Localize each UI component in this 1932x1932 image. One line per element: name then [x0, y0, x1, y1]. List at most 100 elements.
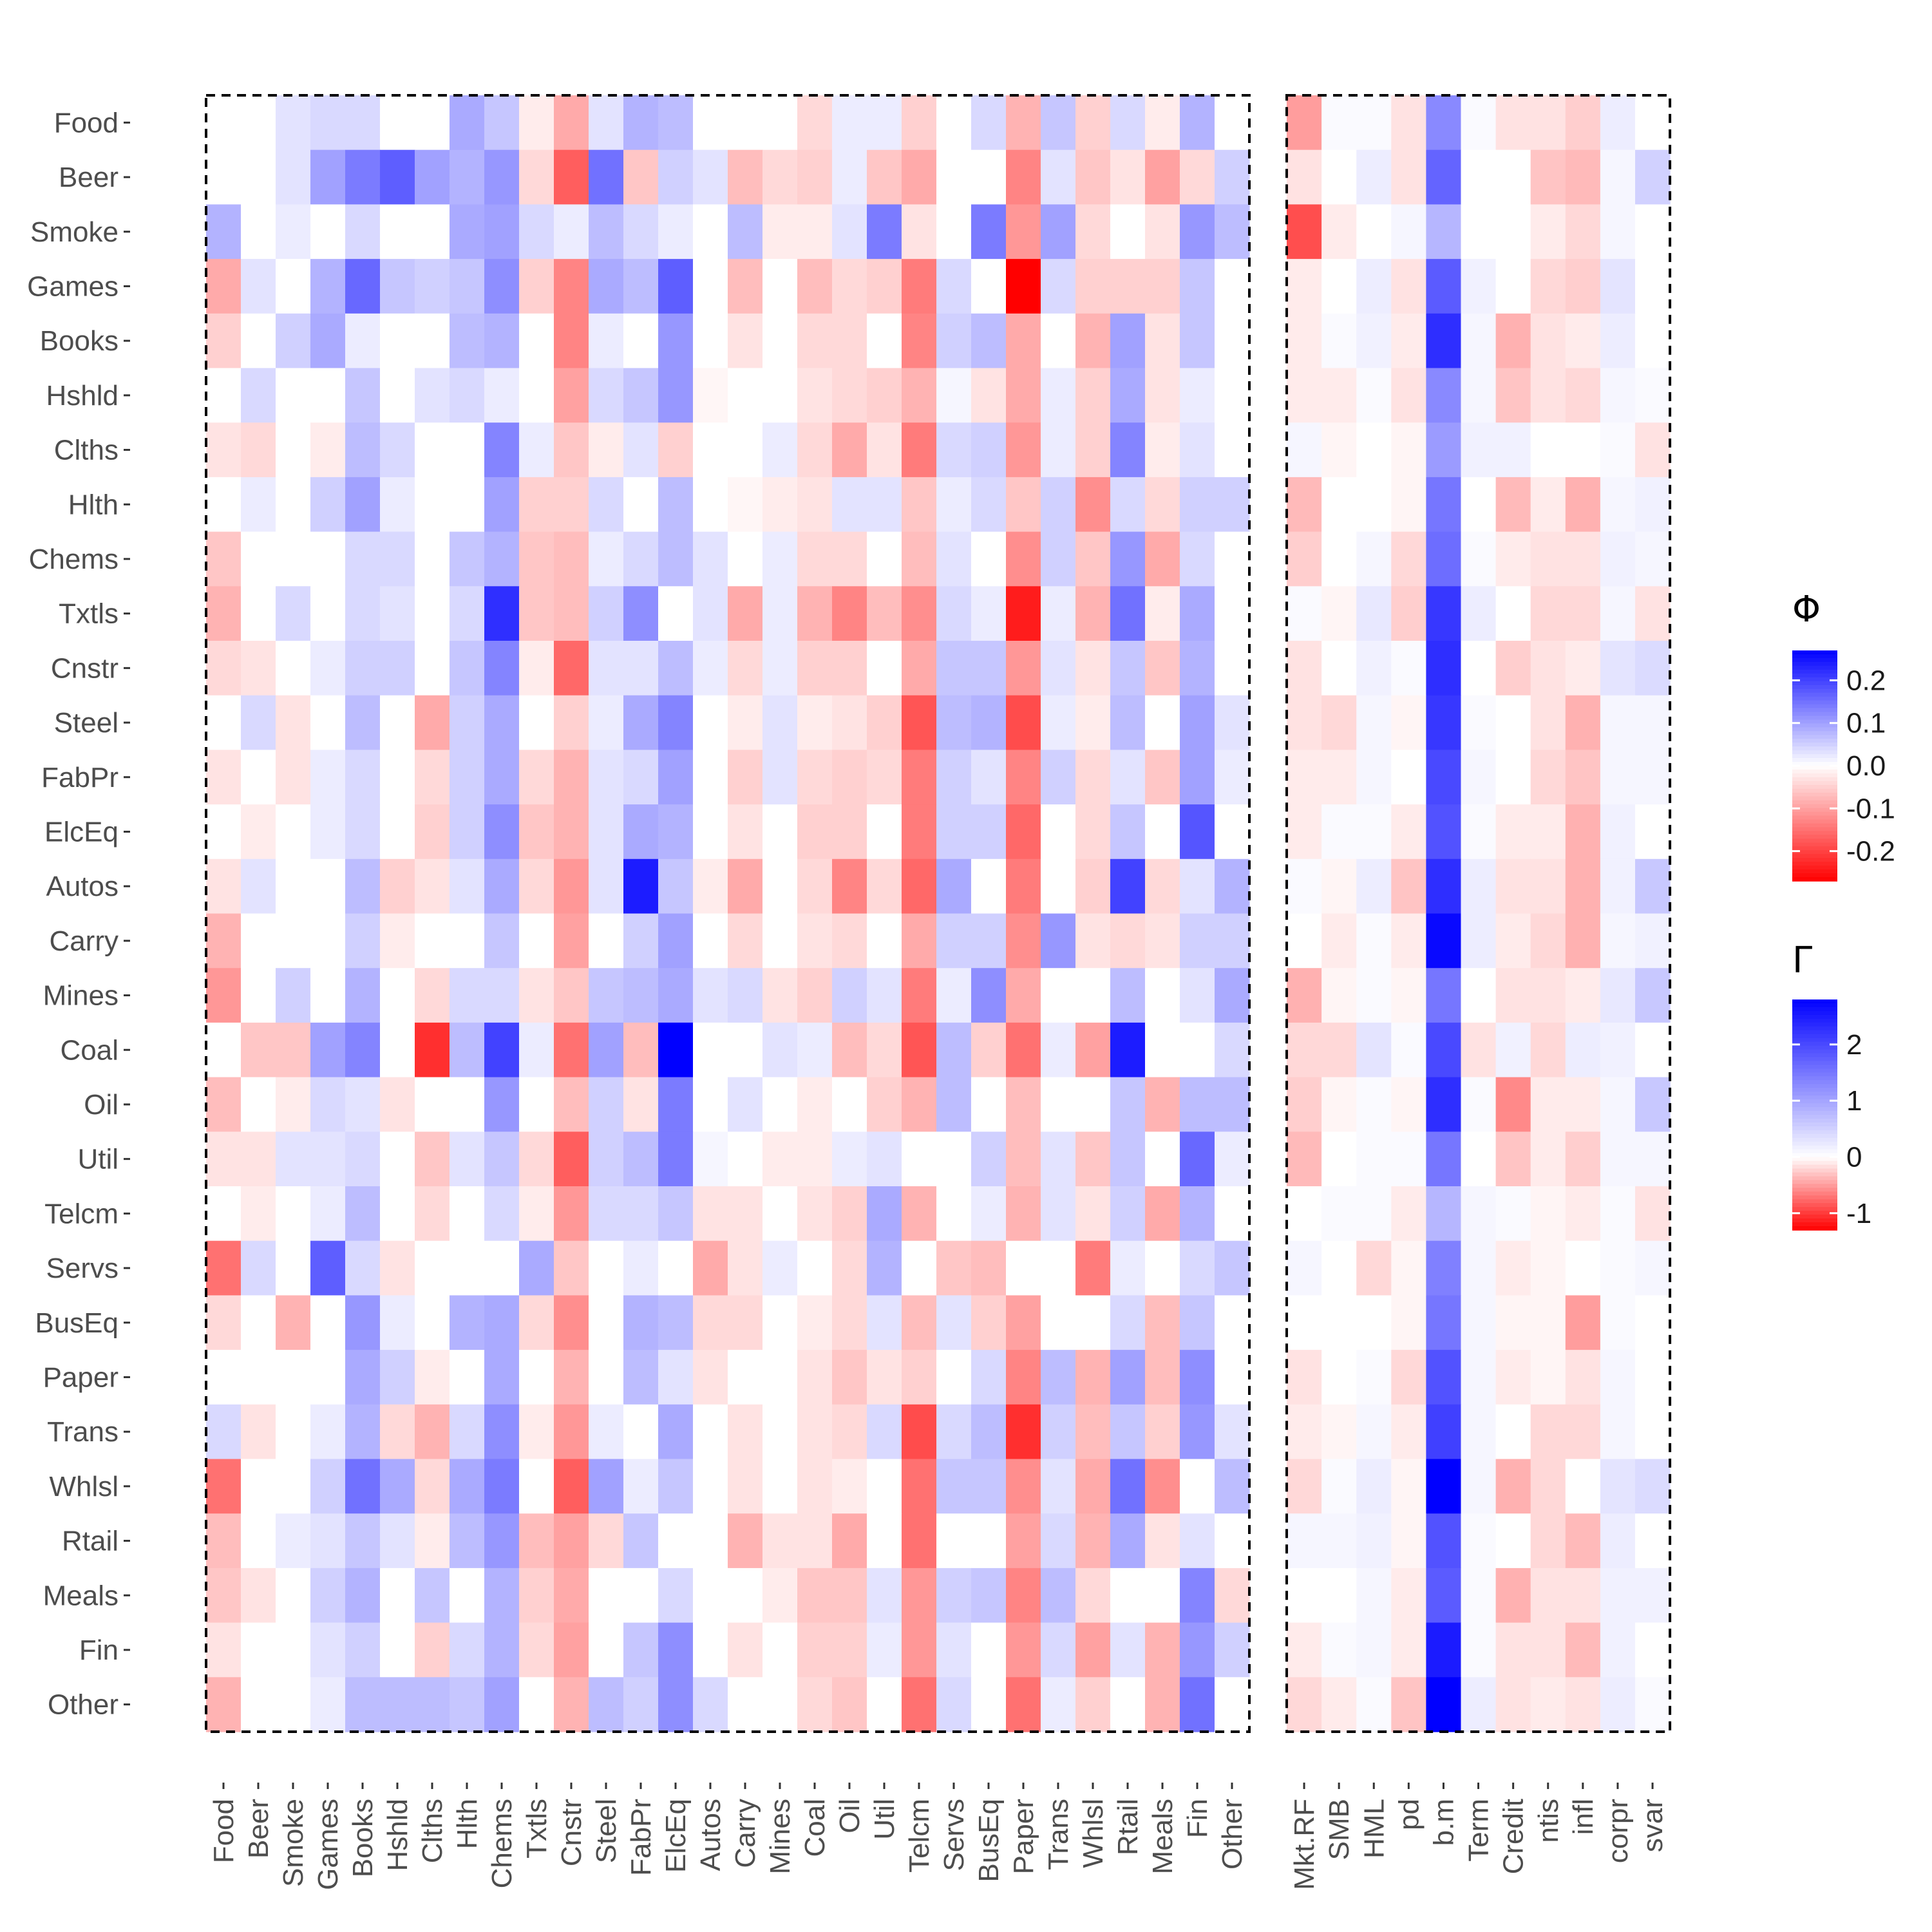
heatmap-cell — [1287, 95, 1322, 151]
column-label: ntis — [1533, 1799, 1564, 1842]
heatmap-cell — [310, 477, 346, 533]
column-label: Paper — [1008, 1799, 1039, 1874]
heatmap-cell — [658, 586, 694, 641]
heatmap-cell — [519, 477, 554, 533]
heatmap-cell — [1006, 531, 1041, 587]
heatmap-cell — [971, 1622, 1007, 1678]
legend-color-step — [1792, 1137, 1837, 1142]
heatmap-cell — [1041, 95, 1076, 151]
heatmap-cell — [310, 1404, 346, 1460]
heatmap-cell — [206, 1132, 242, 1187]
heatmap-cell — [276, 1459, 311, 1514]
heatmap-cell — [554, 1513, 589, 1569]
heatmap-cell — [519, 204, 554, 260]
heatmap-cell — [484, 368, 520, 423]
heatmap-cell — [206, 1077, 242, 1132]
heatmap-cell — [1426, 586, 1462, 641]
heatmap-cell — [1530, 204, 1566, 260]
heatmap-cell — [554, 1240, 589, 1296]
heatmap-cell — [623, 1459, 659, 1514]
heatmap-cell — [415, 858, 450, 914]
legend-title: Γ — [1792, 940, 1812, 981]
heatmap-cell — [380, 695, 415, 750]
heatmap-cell — [554, 1186, 589, 1242]
heatmap-cell — [380, 368, 415, 423]
legend-color-step — [1792, 811, 1837, 817]
heatmap-cell — [693, 1077, 728, 1132]
heatmap-cell — [1075, 750, 1111, 805]
heatmap-cell — [1215, 1567, 1250, 1624]
legend-color-step — [1792, 1164, 1837, 1170]
heatmap-cell — [693, 422, 728, 478]
heatmap-cell — [1495, 368, 1531, 423]
legend-color-step — [1792, 1084, 1837, 1089]
heatmap-cell — [1180, 95, 1215, 151]
heatmap-cell — [380, 586, 415, 641]
legend-color-step — [1792, 696, 1837, 701]
heatmap-cell — [310, 531, 346, 587]
legend-color-step — [1792, 1115, 1837, 1119]
heatmap-cell — [1075, 1022, 1111, 1078]
heatmap-cell — [415, 204, 450, 260]
legend-color-step — [1792, 804, 1837, 809]
heatmap-cell — [867, 259, 902, 314]
heatmap-cell — [1391, 95, 1426, 151]
heatmap-cell — [693, 149, 728, 205]
heatmap-cell — [554, 586, 589, 641]
heatmap-cell — [310, 858, 346, 914]
heatmap-cell — [1461, 858, 1497, 914]
heatmap-cell — [1565, 641, 1601, 696]
heatmap-cell — [1565, 368, 1601, 423]
legend-tick-label: 0.2 — [1846, 665, 1886, 696]
heatmap-cell — [345, 804, 381, 860]
heatmap-cell — [1530, 531, 1566, 587]
heatmap-cell — [693, 858, 728, 914]
heatmap-cell — [867, 641, 902, 696]
heatmap-cell — [1145, 95, 1180, 151]
heatmap-cell — [380, 531, 415, 587]
heatmap-cell — [936, 1459, 972, 1514]
heatmap-cell — [1006, 858, 1041, 914]
legend-color-step — [1792, 1061, 1837, 1066]
heatmap-cell — [867, 858, 902, 914]
heatmap-cell — [589, 641, 624, 696]
heatmap-cell — [589, 149, 624, 205]
heatmap-cell — [832, 695, 867, 750]
heatmap-cell — [1461, 259, 1497, 314]
heatmap-cell — [450, 259, 485, 314]
heatmap-cell — [276, 259, 311, 314]
heatmap-cell — [554, 368, 589, 423]
heatmap-cell — [415, 368, 450, 423]
row-labels: Food Beer Smoke Games Books Hshld Clths Hlth Che… — [27, 107, 130, 1721]
heatmap-cell — [1180, 750, 1215, 805]
heatmap-cell — [1321, 968, 1357, 1023]
heatmap-cell — [936, 1404, 972, 1460]
heatmap-cell — [206, 1513, 242, 1569]
column-label: Mines — [764, 1799, 796, 1874]
heatmap-cell — [902, 1132, 937, 1187]
heatmap-cell — [1041, 422, 1076, 478]
heatmap-cell — [519, 1677, 554, 1732]
column-label: ElcEq — [660, 1799, 692, 1873]
heatmap-cell — [241, 1622, 276, 1678]
heatmap-cell — [1180, 368, 1215, 423]
row-label: Whlsl — [49, 1471, 118, 1502]
legend-color-step — [1792, 681, 1837, 686]
heatmap-cell — [1495, 313, 1531, 369]
heatmap-cell — [1600, 968, 1636, 1023]
heatmap-cell — [902, 913, 937, 969]
row-label: Chems — [29, 544, 118, 575]
legend-color-step — [1792, 800, 1837, 805]
heatmap-cell — [1635, 1186, 1671, 1242]
legend-color-step — [1792, 723, 1837, 728]
heatmap-cell — [693, 204, 728, 260]
heatmap-cell — [1426, 1132, 1462, 1187]
heatmap-cell — [1287, 149, 1322, 205]
heatmap-cell — [554, 531, 589, 587]
heatmap-cell — [380, 1567, 415, 1624]
heatmap-cell — [1041, 586, 1076, 641]
heatmap-cell — [762, 313, 798, 369]
heatmap-cell — [1495, 1132, 1531, 1187]
heatmap-cell — [1530, 750, 1566, 805]
heatmap-cell — [797, 1240, 833, 1296]
